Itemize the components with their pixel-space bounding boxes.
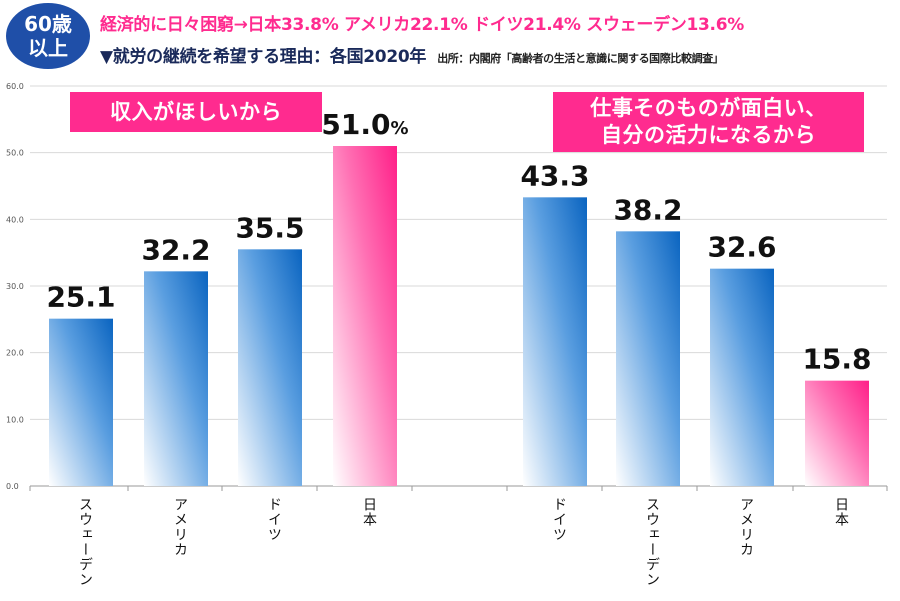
value-label: 25.1 — [46, 281, 115, 314]
category-label: 日本 — [833, 497, 849, 527]
value-label: 43.3 — [520, 159, 589, 192]
value-label: 35.5 — [235, 211, 304, 244]
group-label-work-line2: 自分の活力になるから — [601, 123, 816, 147]
subtitle: ▼就労の継続を希望する理由：各国2020年 — [100, 47, 427, 67]
y-tick-label: 10.0 — [6, 415, 24, 424]
category-label: アメリカ — [738, 497, 754, 557]
category-label: ドイツ — [551, 497, 567, 542]
subtitle-row: ▼就労の継続を希望する理由：各国2020年 出所：内閣府「高齢者の生活と意識に関… — [100, 42, 724, 67]
category-label: スウェーデン — [77, 497, 93, 587]
bar-2-2 — [616, 231, 680, 486]
y-tick-label: 30.0 — [6, 282, 24, 291]
badge-line1: 60歳 — [24, 12, 72, 36]
y-tick-label: 20.0 — [6, 349, 24, 358]
group-label-income: 収入がほしいから — [70, 92, 322, 132]
category-label: スウェーデン — [644, 497, 660, 587]
bar-2-3 — [710, 268, 774, 486]
source-note: 出所：内閣府「高齢者の生活と意識に関する国際比較調査」 — [437, 52, 724, 65]
bar-1-1 — [49, 318, 113, 486]
bar-2-4 — [805, 380, 869, 486]
category-label: 日本 — [361, 497, 377, 527]
value-label: 32.2 — [141, 233, 210, 266]
y-tick-label: 40.0 — [6, 215, 24, 224]
value-label: 51.0% — [321, 108, 408, 141]
category-label: アメリカ — [172, 497, 188, 557]
bar-2-1 — [523, 197, 587, 487]
y-tick-label: 0.0 — [6, 482, 19, 491]
bar-1-4 — [333, 146, 397, 486]
headline: 経済的に日々困窮→日本33.8% アメリカ22.1% ドイツ21.4% スウェー… — [100, 15, 744, 35]
badge-line2: 以上 — [28, 36, 68, 60]
bar-1-2 — [144, 271, 208, 486]
value-label: 15.8 — [802, 343, 871, 376]
value-label: 38.2 — [613, 193, 682, 226]
bars — [49, 146, 869, 487]
category-label: ドイツ — [266, 497, 282, 542]
value-labels: 25.1 32.2 35.5 51.0% 43.3 38.2 32.6 15.8 — [46, 108, 871, 376]
y-axis-ticks: 0.0 10.0 20.0 30.0 40.0 50.0 60.0 — [6, 82, 24, 491]
bar-1-3 — [238, 249, 302, 486]
y-tick-label: 60.0 — [6, 82, 24, 91]
y-tick-label: 50.0 — [6, 149, 24, 158]
group-label-work-line1: 仕事そのものが面白い、 — [590, 96, 827, 120]
age-badge: 60歳 以上 — [6, 3, 90, 69]
group-label-work-enjoyment: 仕事そのものが面白い、 自分の活力になるから — [553, 92, 864, 152]
group-label-income-text: 収入がほしいから — [110, 99, 282, 124]
value-label: 32.6 — [707, 231, 776, 264]
